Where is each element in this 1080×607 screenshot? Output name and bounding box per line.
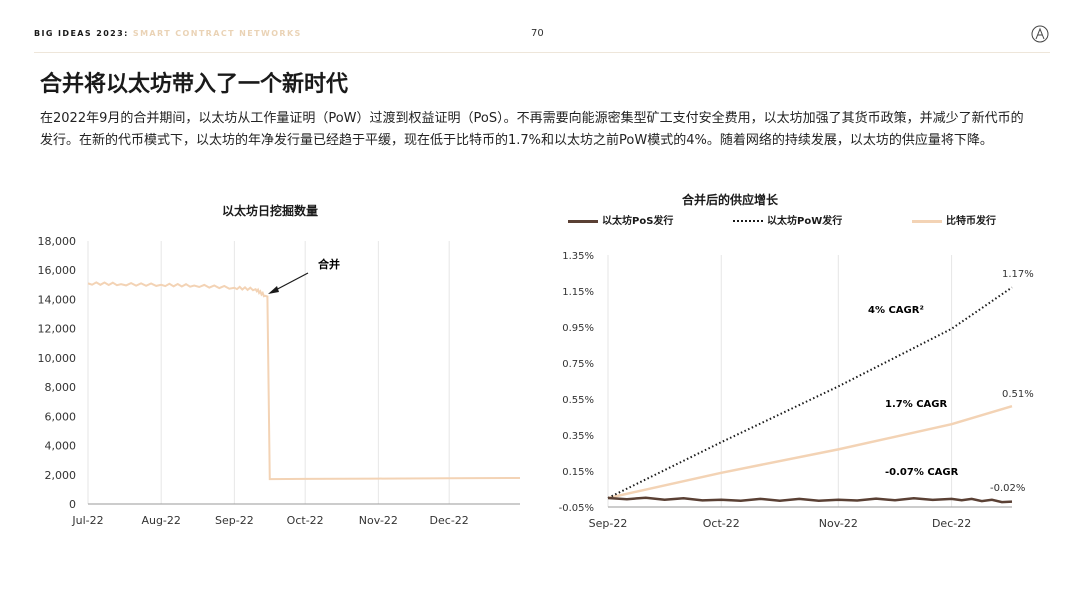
chart1-x-ticks: Jul-22 Aug-22 Sep-22 Oct-22 Nov-22 Dec-22 xyxy=(71,514,468,527)
body-paragraph: 在2022年9月的合并期间，以太坊从工作量证明（PoW）过渡到权益证明（PoS）… xyxy=(40,111,1024,148)
chart2-y-tick-label: 1.35% xyxy=(562,251,594,262)
merge-annotation: 合并 xyxy=(318,257,340,271)
chart2-x-tick-label: Nov-22 xyxy=(819,517,858,530)
pos-cagr-annotation: -0.07% CAGR xyxy=(885,467,959,478)
series-btc-line xyxy=(607,405,1013,500)
chart1-title: 以太坊日挖掘数量 xyxy=(222,204,319,218)
chart1-x-tick-label: Nov-22 xyxy=(359,514,398,527)
legend-pos-swatch xyxy=(568,219,598,223)
chart1-y-tick-label: 6,000 xyxy=(45,410,77,423)
legend-pos: 以太坊PoS发行 xyxy=(568,212,673,227)
chart2-y-ticks: -0.05% 0.15% 0.35% 0.55% 0.75% 0.95% 1.15% 1.35… xyxy=(559,251,594,514)
brand-title: BIG IDEAS 2023: xyxy=(34,29,129,38)
page-header: BIG IDEAS 2023: SMART CONTRACT NETWORKS … xyxy=(34,25,1050,48)
chart1-x-tick-label: Jul-22 xyxy=(71,514,103,527)
pow-end-label: 1.17% xyxy=(1002,269,1034,280)
chart2-y-tick-label: 0.15% xyxy=(562,467,594,478)
chart1-x-tick-label: Sep-22 xyxy=(215,514,254,527)
legend-btc-swatch xyxy=(912,219,942,223)
legend-pow-swatch xyxy=(733,220,763,222)
legend-btc: 比特币发行 xyxy=(912,212,996,227)
chart1-x-tick-label: Oct-22 xyxy=(287,514,324,527)
chart1-y-tick-label: 4,000 xyxy=(45,440,77,453)
series-pow-line xyxy=(607,286,1013,499)
chart2-x-tick-label: Dec-22 xyxy=(932,517,971,530)
btc-cagr-annotation: 1.7% CAGR xyxy=(885,399,948,410)
chart2-x-ticks: Sep-22 Oct-22 Nov-22 Dec-22 xyxy=(589,517,972,530)
pos-end-label: -0.02% xyxy=(990,483,1025,494)
page-number: 70 xyxy=(531,28,544,39)
legend-btc-label: 比特币发行 xyxy=(946,216,996,227)
legend-pow-label: 以太坊PoW发行 xyxy=(767,216,843,227)
chart1-y-tick-label: 14,000 xyxy=(38,293,77,306)
chart2-x-tick-label: Sep-22 xyxy=(589,517,628,530)
legend-pos-label: 以太坊PoS发行 xyxy=(602,216,674,227)
chart2-y-tick-label: 1.15% xyxy=(562,287,594,298)
pow-cagr-annotation: 4% CAGR² xyxy=(868,305,924,316)
merge-arrow-head xyxy=(268,286,279,294)
chart1-x-tick-label: Aug-22 xyxy=(141,514,180,527)
page-title: 合并将以太坊带入了一个新时代 xyxy=(40,72,349,97)
chart1-y-tick-label: 0 xyxy=(69,498,76,511)
series-pos-line xyxy=(607,496,1013,504)
chart2-y-tick-label: -0.05% xyxy=(559,503,594,514)
chart2-y-tick-label: 0.95% xyxy=(562,323,594,334)
section-title: SMART CONTRACT NETWORKS xyxy=(132,29,302,38)
chart2-y-tick-label: 0.55% xyxy=(562,395,594,406)
chart2-x-tick-label: Oct-22 xyxy=(703,517,740,530)
chart2-grid xyxy=(607,255,953,507)
chart2-y-tick-label: 0.75% xyxy=(562,359,594,370)
btc-end-label: 0.51% xyxy=(1002,389,1034,400)
chart1-y-tick-label: 8,000 xyxy=(45,381,77,394)
chart2-supply: -0.05% 0.15% 0.35% 0.55% 0.75% 0.95% 1.15% 1.35… xyxy=(559,251,1034,530)
chart1-y-tick-label: 10,000 xyxy=(38,352,77,365)
chart2-title: 合并后的供应增长 xyxy=(682,193,779,207)
chart1-mining: 0 2,000 4,000 6,000 8,000 10,000 12,000 14,000 1… xyxy=(38,235,520,527)
chart1-series-line xyxy=(87,281,520,481)
chart1-y-tick-label: 2,000 xyxy=(45,469,77,482)
chart1-y-tick-label: 12,000 xyxy=(38,323,77,336)
brand-label: BIG IDEAS 2023: SMART CONTRACT NETWORKS xyxy=(34,29,302,38)
legend-pow: 以太坊PoW发行 xyxy=(733,212,842,227)
ark-logo-icon xyxy=(1031,25,1049,43)
chart1-y-ticks: 0 2,000 4,000 6,000 8,000 10,000 12,000 14,000 1… xyxy=(38,235,77,511)
chart1-y-tick-label: 16,000 xyxy=(38,264,77,277)
chart2-y-tick-label: 0.35% xyxy=(562,431,594,442)
header-divider xyxy=(34,52,1050,53)
chart1-x-tick-label: Dec-22 xyxy=(430,514,469,527)
chart1-y-tick-label: 18,000 xyxy=(38,235,77,248)
